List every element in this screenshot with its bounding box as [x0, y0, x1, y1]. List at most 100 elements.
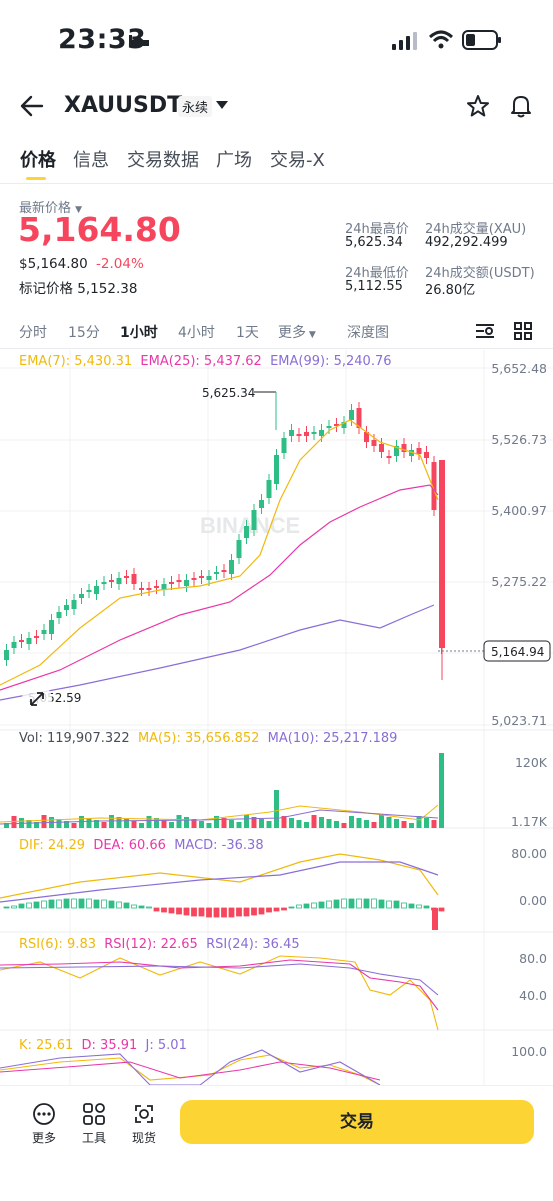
macd-bar	[138, 905, 145, 909]
macd-bar	[78, 898, 85, 909]
price-change: -2.04%	[96, 256, 144, 272]
volume-bar	[214, 816, 219, 828]
rsi12-line	[0, 959, 439, 1011]
macd-bar	[26, 902, 32, 909]
volume-bar	[124, 819, 129, 828]
candle-body	[266, 480, 272, 498]
back-arrow-icon[interactable]	[20, 95, 44, 117]
ema99-label: EMA(99): 5,240.76	[270, 354, 392, 369]
axis-label: 5,400.97	[491, 503, 547, 518]
volume-legend: Vol: 119,907.322 MA(5): 35,656.852 MA(10…	[19, 731, 397, 746]
candle-body	[311, 432, 317, 434]
more-button[interactable]: 更多	[24, 1102, 64, 1146]
volume-bar	[206, 823, 212, 828]
volume-bar	[274, 790, 279, 828]
tools-label: 工具	[81, 1131, 106, 1145]
macd-bar	[116, 901, 122, 909]
tf-15m[interactable]: 15分	[68, 325, 100, 341]
volume-bar	[386, 817, 392, 828]
macd-bar	[251, 907, 257, 916]
macd-bar	[296, 904, 302, 909]
candle-body	[379, 444, 384, 452]
volume-bar	[431, 820, 437, 828]
tab-square[interactable]: 广场	[216, 150, 252, 171]
candle-body	[304, 432, 309, 436]
volume-bar	[161, 820, 167, 828]
candle-body	[161, 584, 167, 590]
volume-bar	[401, 821, 407, 828]
mark-price-label: 标记价格	[19, 281, 73, 297]
volume-bar	[371, 822, 377, 828]
tf-1d[interactable]: 1天	[236, 325, 259, 341]
candle-body	[41, 630, 47, 634]
bell-icon[interactable]	[509, 93, 533, 119]
macd-bar	[168, 907, 175, 914]
symbol-title[interactable]: XAUUSDT	[64, 93, 183, 118]
volume-bar	[356, 818, 362, 828]
kline-chart[interactable]: BINANCE 5,625.34 5,052.59 5,164.94	[0, 350, 553, 1085]
macd-legend: DIF: 24.29 DEA: 60.66 MACD: -36.38	[19, 838, 264, 853]
ma5-label: MA(5): 35,656.852	[137, 731, 260, 746]
candle-body	[244, 526, 249, 538]
candle-body	[34, 636, 39, 638]
mark-price-row: 标记价格 5,152.38	[19, 277, 137, 297]
volume-bar	[334, 821, 339, 828]
macd-bar	[11, 905, 17, 909]
macd-bar	[206, 907, 212, 918]
turnover-value: 26.80亿	[425, 283, 476, 298]
macd-bar	[146, 906, 152, 909]
macd-bar	[371, 898, 377, 909]
star-icon[interactable]	[466, 94, 490, 118]
tf-more[interactable]: 更多 ▼	[278, 325, 316, 341]
candle-body	[274, 455, 279, 484]
spot-button[interactable]: 现货	[124, 1102, 164, 1146]
macd-bar	[153, 907, 160, 912]
macd-bar	[93, 899, 100, 909]
chevron-down-icon[interactable]	[216, 101, 228, 109]
latest-price-label[interactable]: 最新价格 ▼	[19, 201, 83, 216]
candle-body	[139, 588, 144, 590]
candle-body	[221, 570, 227, 572]
volume-bar	[26, 820, 32, 828]
candle-body	[131, 574, 137, 584]
dif-line	[0, 853, 439, 899]
candle-body	[49, 620, 54, 634]
tab-trade-x[interactable]: 交易-X	[270, 150, 325, 171]
layout-grid-icon[interactable]	[514, 322, 532, 340]
candle-body	[214, 572, 219, 574]
tf-time[interactable]: 分时	[19, 325, 47, 341]
low-label: 24h最低价	[345, 266, 409, 281]
usd-price: $5,164.80	[19, 256, 88, 272]
macd-bar	[191, 907, 197, 917]
tf-4h[interactable]: 4小时	[178, 325, 215, 341]
volume-bar	[289, 818, 294, 828]
candle-body	[64, 605, 69, 610]
tab-price[interactable]: 价格	[20, 150, 56, 171]
vol-ma10	[0, 809, 439, 825]
indicator-settings-icon[interactable]	[474, 322, 496, 340]
ema-legend: EMA(7): 5,430.31 EMA(25): 5,437.62 EMA(9…	[19, 354, 392, 369]
trade-button[interactable]: 交易	[180, 1100, 534, 1144]
macd-bar	[56, 899, 62, 909]
candle-body	[424, 452, 429, 458]
tab-trading-data[interactable]: 交易数据	[127, 150, 199, 171]
tab-info[interactable]: 信息	[73, 150, 109, 171]
high-marker: 5,625.34	[202, 386, 255, 400]
volume-bar	[169, 822, 174, 828]
low-value: 5,112.55	[345, 279, 403, 294]
expand-button[interactable]	[22, 684, 52, 714]
macd-bar	[311, 902, 317, 909]
j-line	[0, 1049, 381, 1085]
tf-1h[interactable]: 1小时	[120, 325, 158, 341]
volume-bar	[184, 817, 189, 828]
volume-bar	[131, 821, 137, 828]
bed-icon	[129, 35, 149, 46]
candle-body	[409, 450, 414, 456]
macd-bar	[326, 900, 332, 909]
volume-bar	[251, 817, 257, 828]
tools-button[interactable]: 工具	[74, 1102, 114, 1146]
tf-depth[interactable]: 深度图	[347, 325, 389, 341]
volume-value: 492,292.499	[425, 235, 508, 250]
macd-bar	[423, 905, 430, 909]
macd-bar	[108, 900, 115, 909]
